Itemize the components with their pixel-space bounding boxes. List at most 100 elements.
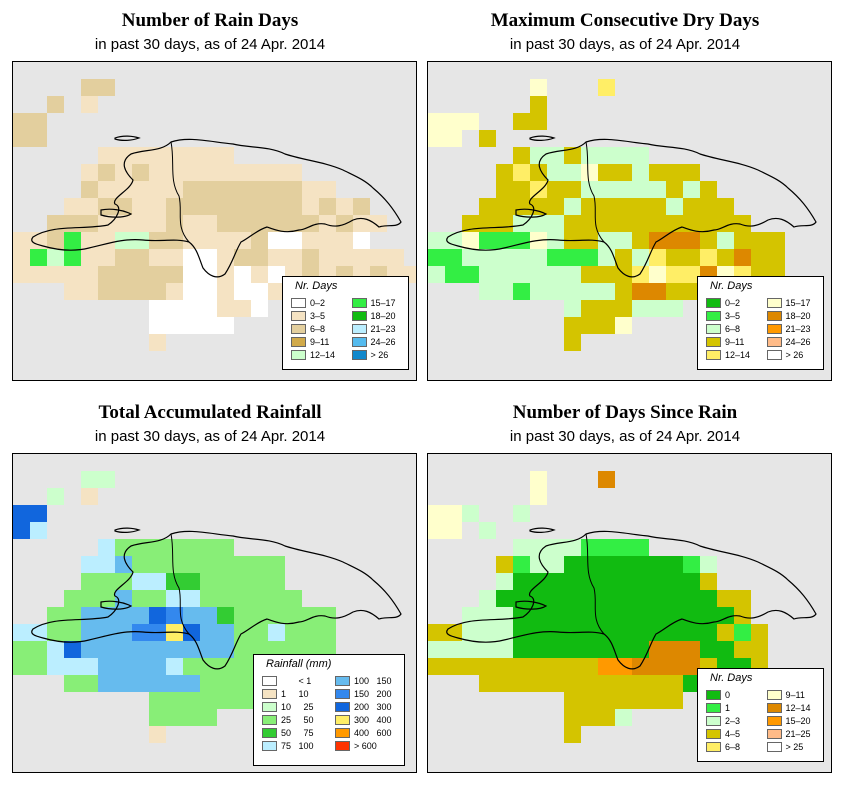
grid-cell: [200, 573, 217, 590]
grid-cell: [581, 164, 598, 181]
grid-cell: [234, 641, 251, 658]
grid-cell: [649, 198, 666, 215]
grid-cell: [479, 232, 496, 249]
legend-item: 1 10: [262, 688, 309, 699]
grid-cell: [98, 675, 115, 692]
grid-cell: [632, 692, 649, 709]
grid-cell: [166, 198, 183, 215]
legend: Nr. Days 0–2 3–5 6–8 9–11 12–14 15–17 18–20 21–2…: [697, 276, 824, 370]
island-outline: [515, 600, 548, 610]
grid-cell: [734, 641, 751, 658]
grid-cell: [98, 573, 115, 590]
grid-cell: [251, 181, 268, 198]
legend-item: 9–11: [766, 689, 805, 700]
grid-cell: [462, 505, 479, 522]
grid-cell: [717, 641, 734, 658]
legend-item: > 26: [351, 349, 388, 360]
grid-cell: [183, 641, 200, 658]
legend-label: 15–17: [785, 297, 811, 308]
grid-cell: [649, 641, 666, 658]
grid-cell: [683, 164, 700, 181]
grid-cell: [428, 232, 445, 249]
grid-cell: [183, 624, 200, 641]
legend-title: Rainfall (mm): [266, 658, 332, 670]
grid-cell: [319, 232, 336, 249]
grid-cell: [598, 709, 615, 726]
grid-cell: [132, 164, 149, 181]
grid-cell: [200, 164, 217, 181]
grid-cell: [479, 283, 496, 300]
grid-cell: [183, 675, 200, 692]
grid-cell: [285, 607, 302, 624]
grid-cell: [445, 249, 462, 266]
grid-cell: [200, 317, 217, 334]
legend-item: 0–2: [706, 297, 740, 308]
grid-cell: [632, 147, 649, 164]
grid-cell: [13, 113, 30, 130]
legend-label: 300 400: [354, 714, 392, 725]
grid-cell: [632, 266, 649, 283]
legend-item: 0–2: [291, 297, 325, 308]
coastline: [31, 138, 402, 278]
grid-cell: [615, 641, 632, 658]
grid-cell: [149, 641, 166, 658]
grid-cell: [530, 181, 547, 198]
grid-cell: [47, 488, 64, 505]
grid-cell: [183, 215, 200, 232]
grid-cell: [751, 624, 768, 641]
legend-item: 400 600: [335, 727, 392, 738]
grid-cell: [98, 607, 115, 624]
grid-cell: [200, 198, 217, 215]
map-area: Rainfall (mm) < 1 1 10 10 25 25 50 50 75 75 1…: [12, 453, 417, 773]
legend-swatch: [291, 297, 306, 308]
grid-cell: [268, 624, 285, 641]
grid-cell: [234, 249, 251, 266]
grid-cell: [13, 505, 30, 522]
grid-cell: [234, 590, 251, 607]
legend-swatch: [262, 675, 277, 686]
grid-cell: [81, 658, 98, 675]
grid-cell: [251, 607, 268, 624]
grid-cell: [581, 283, 598, 300]
legend-swatch: [351, 297, 367, 308]
grid-cell: [649, 590, 666, 607]
grid-cell: [319, 215, 336, 232]
grid-cell: [319, 181, 336, 198]
grid-cell: [717, 232, 734, 249]
grid-cell: [98, 249, 115, 266]
coastline: [446, 138, 817, 278]
grid-cell: [353, 198, 370, 215]
grid-cell: [149, 334, 166, 351]
grid-cell: [200, 539, 217, 556]
legend: Rainfall (mm) < 1 1 10 10 25 25 50 50 75 75 1…: [253, 654, 405, 766]
grid-cell: [98, 164, 115, 181]
grid-cell: [581, 556, 598, 573]
grid-cell: [445, 641, 462, 658]
legend-label: 18–20: [370, 310, 396, 321]
grid-cell: [581, 573, 598, 590]
grid-cell: [598, 658, 615, 675]
legend-item: 100 150: [335, 675, 392, 686]
grid-cell: [581, 198, 598, 215]
legend-item: 75 100: [262, 740, 314, 751]
legend-label: 1 10: [281, 688, 309, 699]
legend-label: 3–5: [310, 310, 326, 321]
grid-cell: [166, 675, 183, 692]
grid-cell: [166, 539, 183, 556]
grid-cell: [387, 249, 404, 266]
grid-cell: [319, 607, 336, 624]
grid-cell: [336, 232, 353, 249]
grid-cell: [530, 556, 547, 573]
grid-cell: [166, 658, 183, 675]
grid-cell: [200, 181, 217, 198]
grid-cell: [649, 658, 666, 675]
legend-swatch: [766, 728, 782, 739]
legend-swatch: [766, 715, 782, 726]
grid-cell: [581, 539, 598, 556]
legend-item: 9–11: [291, 336, 329, 347]
grid-cell: [751, 232, 768, 249]
grid-cell: [47, 96, 64, 113]
grid-cell: [217, 266, 234, 283]
grid-cell: [115, 641, 132, 658]
grid-cell: [166, 266, 183, 283]
